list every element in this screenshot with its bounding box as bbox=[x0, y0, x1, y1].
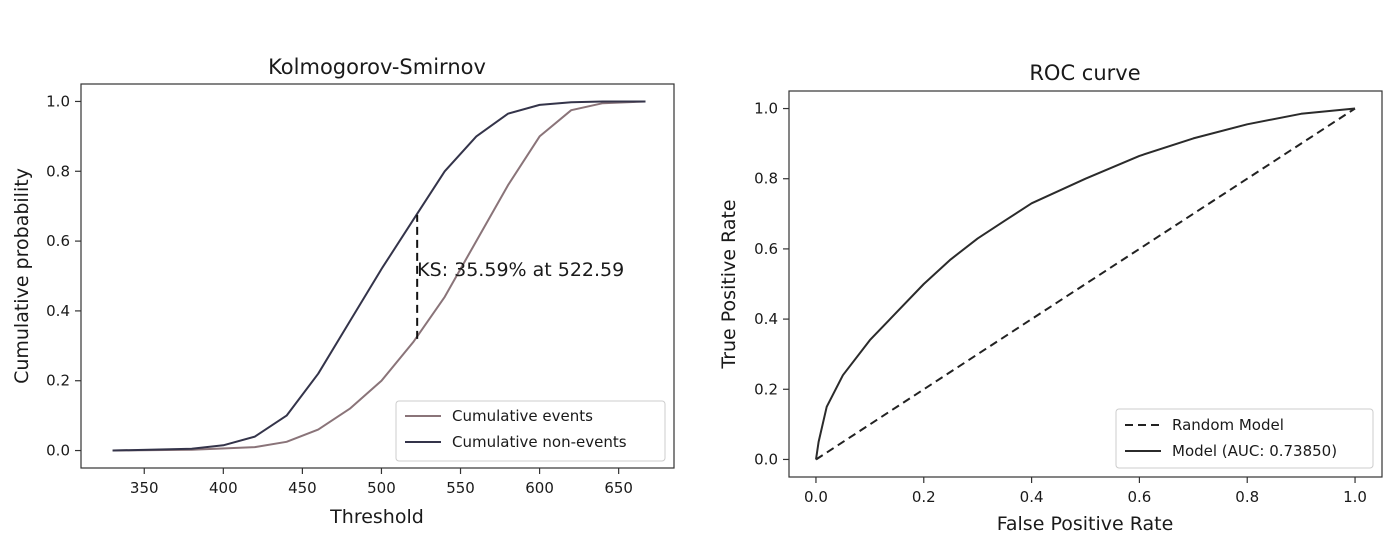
roc-series-0-line bbox=[815, 107, 1356, 461]
roc-legend-box bbox=[1115, 408, 1374, 469]
roc-y-tick-label: 0.6 bbox=[754, 240, 778, 258]
ks-y-tick-label: 1.0 bbox=[46, 92, 70, 110]
roc-y-axis: 0.0 0.2 0.4 0.6 0.8 1.0 bbox=[754, 100, 789, 468]
roc-y-tick-label: 0.8 bbox=[754, 170, 778, 188]
roc-x-tick-label: 0.2 bbox=[912, 488, 936, 506]
ks-legend-label-non-events: Cumulative non-events bbox=[452, 433, 627, 451]
ks-x-tick-label: 550 bbox=[446, 479, 475, 497]
roc-series-1-line bbox=[815, 107, 1356, 460]
ks-x-tick-label: 350 bbox=[130, 479, 159, 497]
roc-x-tick-label: 0.8 bbox=[1235, 488, 1259, 506]
ks-x-axis-label: Threshold bbox=[329, 506, 424, 528]
ks-y-tick-label: 0.8 bbox=[46, 162, 70, 180]
ks-series-lines bbox=[112, 100, 646, 452]
ks-x-tick-label: 450 bbox=[288, 479, 317, 497]
roc-y-tick-label: 0.2 bbox=[754, 380, 778, 398]
ks-y-tick-label: 0.6 bbox=[46, 232, 70, 250]
ks-y-tick-label: 0.0 bbox=[46, 442, 70, 460]
ks-plot-area bbox=[80, 83, 675, 469]
ks-x-axis: 350 400 450 500 550 600 650 bbox=[130, 468, 633, 497]
roc-legend-label-random: Random Model bbox=[1172, 416, 1284, 434]
roc-x-tick-label: 0.6 bbox=[1127, 488, 1151, 506]
ks-x-tick-label: 650 bbox=[604, 479, 633, 497]
roc-legend-label-model: Model (AUC: 0.73850) bbox=[1172, 442, 1337, 460]
roc-x-tick-label: 0.4 bbox=[1020, 488, 1044, 506]
roc-x-axis: 0.0 0.2 0.4 0.6 0.8 1.0 bbox=[804, 477, 1367, 506]
ks-chart: Kolmogorov-Smirnov 350 400 450 500 550 600 650… bbox=[11, 55, 675, 528]
roc-y-axis-label: True Positive Rate bbox=[718, 199, 740, 369]
roc-y-tick-label: 0.0 bbox=[754, 450, 778, 468]
ks-series-1-line bbox=[112, 100, 646, 452]
ks-annotation: KS: 35.59% at 522.59 bbox=[417, 259, 624, 281]
roc-y-tick-label: 0.4 bbox=[754, 310, 778, 328]
roc-x-tick-label: 0.0 bbox=[804, 488, 828, 506]
roc-y-tick-label: 1.0 bbox=[754, 100, 778, 118]
roc-plot-area bbox=[788, 90, 1383, 478]
roc-x-tick-label: 1.0 bbox=[1343, 488, 1367, 506]
ks-x-tick-label: 500 bbox=[367, 479, 396, 497]
ks-y-axis: 0.0 0.2 0.4 0.6 0.8 1.0 bbox=[46, 92, 81, 460]
roc-legend: Random Model Model (AUC: 0.73850) bbox=[1115, 408, 1374, 469]
roc-chart: ROC curve 0.0 0.2 0.4 0.6 0.8 1.0 0.00.20.40.… bbox=[718, 61, 1383, 535]
roc-series-lines bbox=[815, 107, 1356, 461]
ks-chart-title: Kolmogorov-Smirnov bbox=[268, 55, 486, 79]
ks-x-tick-label: 600 bbox=[525, 479, 554, 497]
ks-y-tick-label: 0.2 bbox=[46, 372, 70, 390]
roc-chart-title: ROC curve bbox=[1029, 61, 1140, 85]
ks-series-0-line bbox=[112, 100, 646, 452]
ks-legend-box bbox=[395, 400, 666, 462]
ks-legend: Cumulative events Cumulative non-events bbox=[395, 400, 666, 462]
roc-x-axis-label: False Positive Rate bbox=[997, 513, 1174, 535]
ks-y-tick-label: 0.4 bbox=[46, 302, 70, 320]
ks-legend-label-events: Cumulative events bbox=[452, 407, 593, 425]
ks-y-axis-label: Cumulative probability bbox=[11, 168, 33, 384]
ks-x-tick-label: 400 bbox=[209, 479, 238, 497]
